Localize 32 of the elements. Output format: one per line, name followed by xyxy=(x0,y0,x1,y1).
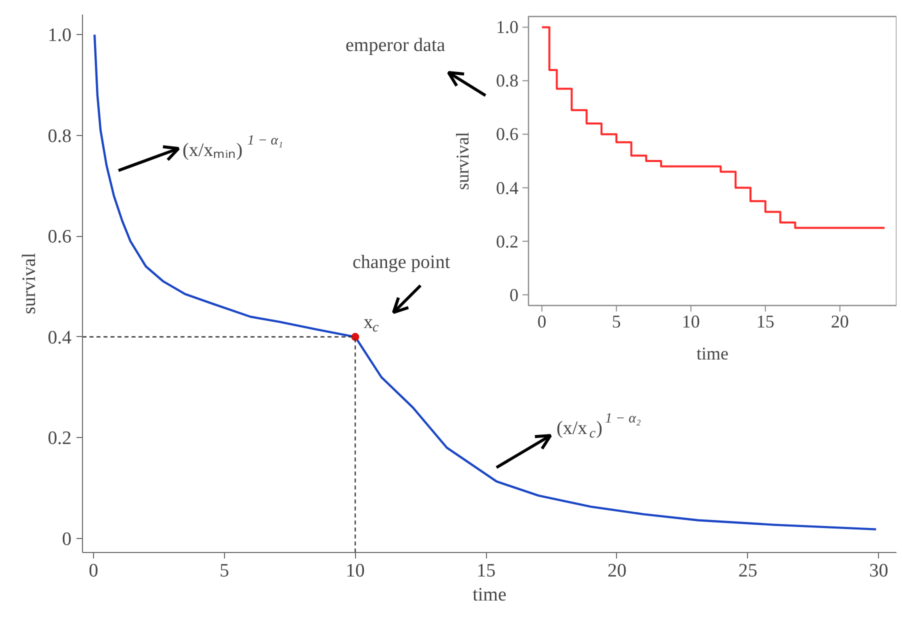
y-tick-label: 0.6 xyxy=(48,226,72,248)
y-axis-title: survival xyxy=(452,132,472,190)
annotation: (x/xₘᵢₙ)1 − α₁ xyxy=(182,134,284,161)
y-tick-label: 0.2 xyxy=(48,428,72,450)
x-tick-label: 0 xyxy=(537,312,546,332)
x-tick-label: 10 xyxy=(682,312,700,332)
y-tick-label: 0.4 xyxy=(496,178,518,198)
x-tick-label: 0 xyxy=(88,560,98,582)
x-axis-title: time xyxy=(472,584,506,606)
x-tick-label: 5 xyxy=(220,560,230,582)
x-tick-label: 20 xyxy=(830,312,849,332)
x-tick-label: 25 xyxy=(738,560,758,582)
line-series xyxy=(93,34,878,530)
x-tick-label: 20 xyxy=(607,560,626,582)
x-tick-label: 10 xyxy=(346,560,365,582)
x-axis-title: time xyxy=(696,344,729,364)
y-axis-title: survival xyxy=(18,252,40,314)
y-tick-label: 1.0 xyxy=(496,17,518,38)
y-tick-label: 0.2 xyxy=(496,231,518,252)
x-tick-label: 30 xyxy=(869,560,888,582)
y-tick-label: 0 xyxy=(62,528,72,550)
annotation: emperor data xyxy=(346,35,446,56)
x-tick-label: 5 xyxy=(612,312,621,332)
y-tick-label: 0.8 xyxy=(496,70,518,91)
y-tick-label: 0 xyxy=(510,284,518,305)
y-tick-label: 1.0 xyxy=(48,25,72,46)
x-tick-label: 15 xyxy=(756,312,774,332)
y-tick-label: 0.6 xyxy=(496,124,518,144)
x-tick-label: 15 xyxy=(476,560,496,582)
y-tick-label: 0.4 xyxy=(48,327,72,348)
y-tick-label: 0.8 xyxy=(48,126,72,147)
annotation: change point xyxy=(352,252,451,273)
